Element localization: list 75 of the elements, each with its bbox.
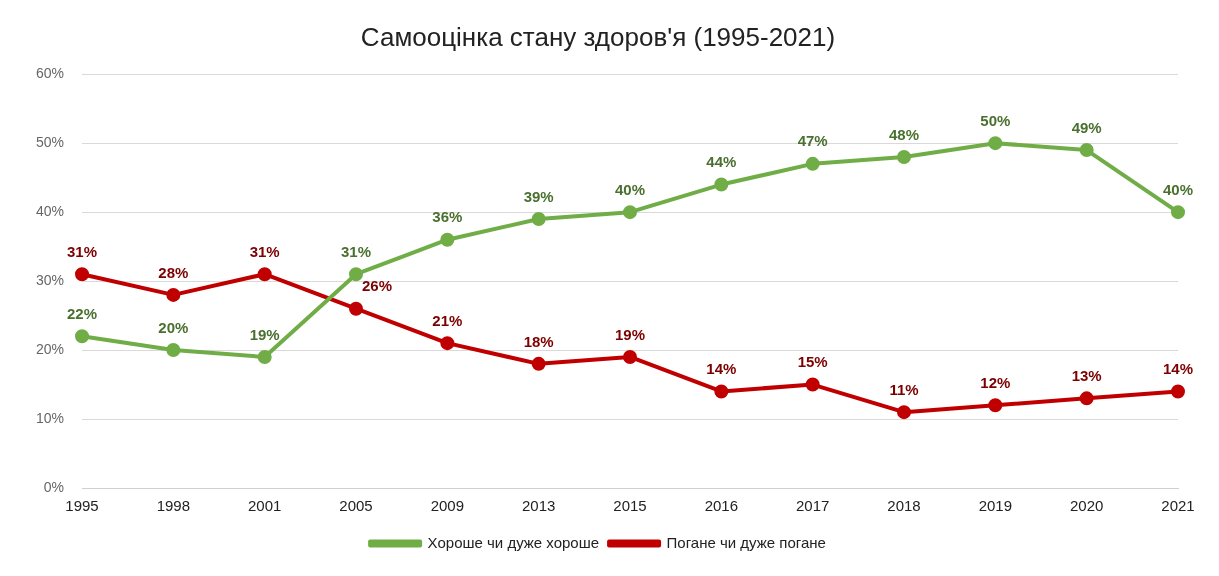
- x-tick-label: 2001: [248, 497, 282, 515]
- point: [714, 384, 729, 399]
- data-label: 22%: [67, 304, 98, 322]
- x-tick-label: 2016: [704, 497, 739, 515]
- data-label: 40%: [1162, 180, 1194, 198]
- point: [988, 136, 1003, 151]
- data-label: 19%: [615, 325, 646, 343]
- data-label: 20%: [158, 318, 189, 336]
- x-tick-label: 2005: [339, 497, 373, 515]
- point: [1079, 391, 1094, 406]
- point: [897, 405, 912, 420]
- point: [1171, 384, 1185, 399]
- point: [349, 301, 364, 316]
- data-label: 19%: [249, 325, 280, 343]
- data-label: 36%: [432, 208, 463, 226]
- point: [257, 267, 272, 282]
- y-tick-label: 20%: [35, 340, 65, 357]
- x-tick-label: 2013: [521, 497, 556, 515]
- data-label: 13%: [1071, 366, 1102, 384]
- data-label: 31%: [249, 242, 280, 260]
- x-tick-label: 2018: [887, 497, 921, 515]
- x-tick-label: 1998: [156, 497, 191, 515]
- point: [257, 349, 272, 364]
- point: [166, 287, 181, 302]
- data-label: 14%: [706, 360, 737, 378]
- point: [805, 156, 820, 171]
- chart-title: Самооцінка стану здоров'я (1995-2021): [360, 21, 836, 52]
- point: [440, 232, 455, 247]
- data-label: 15%: [797, 353, 828, 371]
- x-tick-label: 2021: [1161, 497, 1195, 515]
- data-label: 26%: [362, 277, 393, 295]
- point: [349, 267, 364, 282]
- y-tick-label: 40%: [35, 202, 65, 219]
- data-label: 40%: [615, 180, 646, 198]
- x-tick-label: 2019: [978, 497, 1013, 515]
- data-label: 18%: [523, 332, 554, 350]
- x-tick-label: 2020: [1069, 497, 1104, 515]
- y-tick-label: 0%: [43, 478, 65, 495]
- point: [623, 205, 638, 220]
- data-label: 12%: [980, 373, 1011, 391]
- point: [75, 267, 90, 282]
- y-tick-label: 30%: [35, 271, 65, 288]
- data-label: 50%: [980, 111, 1011, 129]
- data-label: 49%: [1071, 118, 1102, 136]
- legend-label: Погане чи дуже погане: [666, 533, 826, 551]
- data-label: 44%: [706, 153, 737, 171]
- point: [805, 377, 820, 392]
- data-label: 47%: [797, 132, 828, 150]
- point: [714, 177, 729, 192]
- data-label: 31%: [67, 242, 98, 260]
- point: [440, 336, 455, 351]
- x-tick-label: 2009: [430, 497, 465, 515]
- data-label: 14%: [1162, 360, 1194, 378]
- data-label: 31%: [341, 242, 372, 260]
- x-tick-label: 1995: [65, 497, 99, 515]
- point: [897, 149, 912, 164]
- point: [531, 212, 546, 227]
- point: [623, 349, 638, 364]
- x-tick-label: 2015: [613, 497, 647, 515]
- y-tick-label: 60%: [35, 65, 65, 82]
- legend-label: Хороше чи дуже хороше: [427, 533, 600, 551]
- data-label: 28%: [158, 263, 189, 281]
- point: [988, 398, 1003, 413]
- point: [1079, 143, 1094, 158]
- point: [166, 343, 181, 358]
- data-label: 48%: [888, 125, 920, 143]
- data-label: 39%: [523, 187, 554, 205]
- data-label: 11%: [889, 380, 919, 398]
- point: [1171, 205, 1185, 220]
- point: [75, 329, 90, 344]
- data-label: 21%: [432, 311, 463, 329]
- x-tick-label: 2017: [795, 497, 830, 515]
- y-tick-label: 10%: [35, 409, 65, 426]
- point: [531, 356, 546, 371]
- y-tick-label: 50%: [35, 134, 65, 151]
